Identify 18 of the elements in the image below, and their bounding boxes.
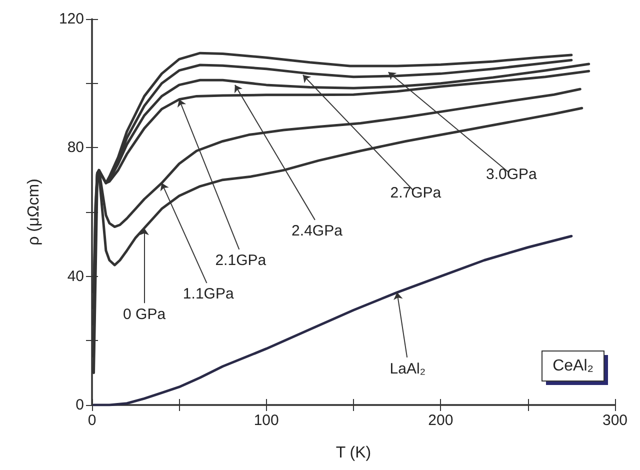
y-tick-label: 40	[67, 268, 84, 285]
x-tick-label: 0	[88, 412, 96, 429]
y-tick-label: 0	[76, 396, 84, 414]
annotation: LaAl₂	[390, 360, 426, 378]
x-tick-label: 100	[254, 412, 279, 429]
x-tick-label: 200	[428, 412, 454, 429]
y-tick-label: 120	[58, 10, 84, 28]
annotation: 2.1GPa	[215, 252, 267, 270]
x-tick-label: 300	[602, 412, 628, 429]
annotation: 2.4GPa	[292, 222, 344, 240]
annotation: 0 GPa	[123, 306, 166, 324]
y-tick-label: 80	[67, 139, 84, 156]
y-axis-title: ρ (μΩcm)	[26, 178, 42, 246]
annotation: CeAl₂	[552, 358, 594, 374]
x-axis-title: T (K)	[336, 444, 372, 462]
annotation: 3.0GPa	[486, 166, 538, 184]
annotation: 2.7GPa	[390, 184, 442, 202]
annotation: 1.1GPa	[182, 286, 234, 303]
